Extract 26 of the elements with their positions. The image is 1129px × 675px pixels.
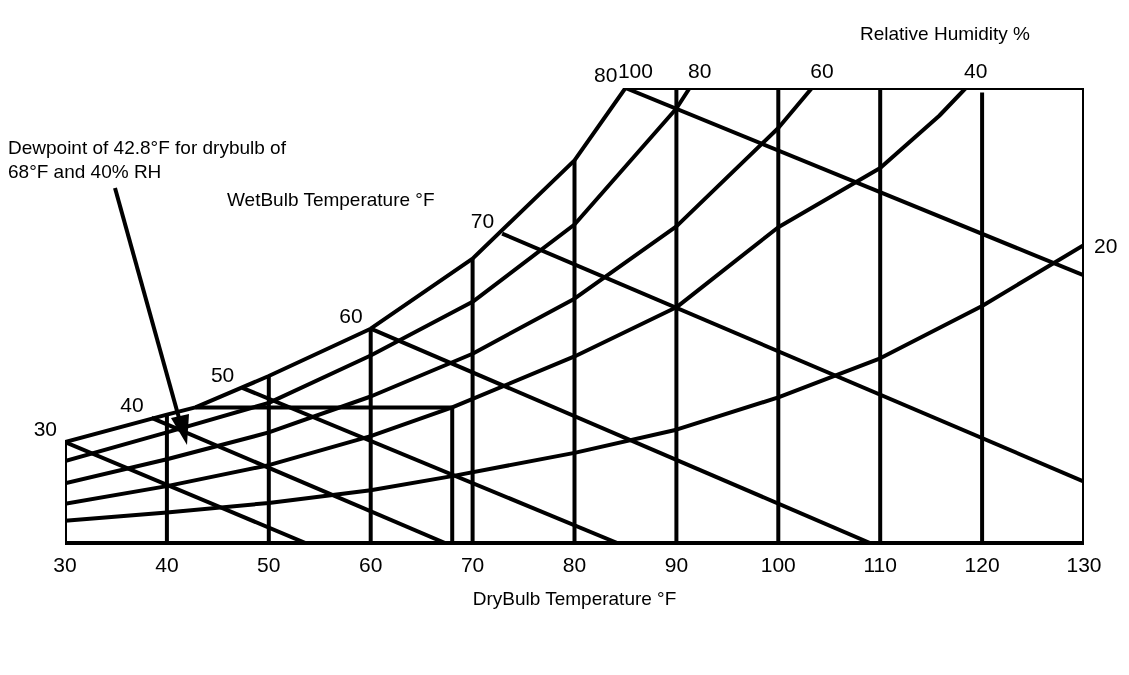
series-label: 30	[33, 416, 57, 440]
annotation: WetBulb Temperature °F	[227, 189, 435, 210]
x-tick-label: 80	[562, 552, 587, 576]
series-label: 50	[210, 362, 235, 386]
annotation: Dewpoint of 42.8°F for drybulb of 68°F and 40% RH	[8, 136, 287, 184]
series-label: 80	[687, 59, 712, 82]
x-tick-label: 130	[1066, 552, 1102, 576]
series-label: 60	[810, 59, 834, 82]
x-tick-label: 110	[863, 552, 897, 576]
x-tick-label: 120	[964, 552, 1000, 576]
series-label: 100	[617, 59, 653, 82]
series-label: 20	[1094, 233, 1118, 257]
x-tick-label: 100	[760, 552, 796, 576]
series-label: 80	[594, 63, 618, 86]
series-label: 40	[964, 59, 988, 82]
series-label: 40	[120, 392, 144, 416]
x-tick-label: 50	[257, 552, 281, 576]
text: Relative Humidity %	[860, 22, 1031, 46]
series-label: 70	[470, 208, 495, 232]
x-tick-label: 60	[359, 552, 383, 576]
series-label: 60	[339, 303, 363, 327]
x-tick-label: 30	[53, 552, 77, 576]
x-tick-label: 70	[460, 552, 485, 576]
x-tick-label: 40	[155, 552, 179, 576]
x-axis-title: DryBulb Temperature °F	[472, 588, 677, 609]
x-tick-label: 90	[664, 552, 689, 576]
